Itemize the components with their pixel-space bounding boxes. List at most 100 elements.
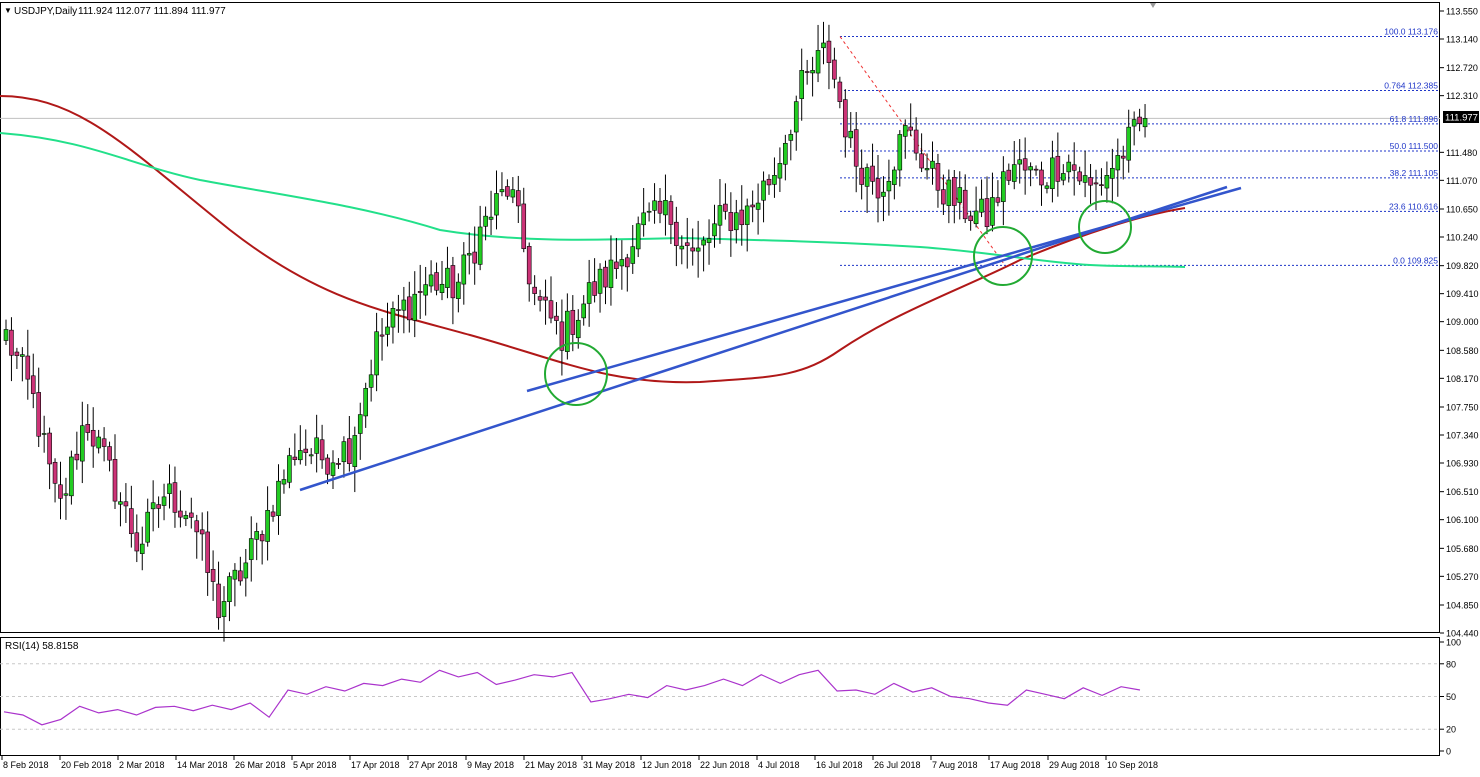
bull-candle xyxy=(799,70,805,99)
bear-candle xyxy=(450,265,456,299)
bull-candle xyxy=(167,483,172,494)
bear-candle xyxy=(995,197,1001,203)
price-tick-label: 109.820 xyxy=(1446,261,1479,271)
price-tick-label: 106.100 xyxy=(1446,515,1479,525)
rsi-series: 100 80 50 20 0 xyxy=(0,638,1461,757)
bear-candle xyxy=(101,438,107,447)
bear-candle xyxy=(592,281,597,296)
rsi-tick-label: 0 xyxy=(1446,747,1451,757)
bear-candle xyxy=(690,247,696,252)
bull-candle xyxy=(990,197,995,226)
bull-candle xyxy=(445,267,450,288)
bear-candle xyxy=(199,529,205,535)
price-badge-bg xyxy=(1443,111,1479,123)
time-axis: 8 Feb 2018 20 Feb 2018 2 Mar 2018 14 Mar 20… xyxy=(1,756,1158,770)
bear-candle xyxy=(537,296,543,301)
rsi-tick-label: 80 xyxy=(1446,659,1456,669)
bear-candle xyxy=(85,424,91,433)
bear-candle xyxy=(1071,164,1077,171)
bear-candle xyxy=(548,300,554,319)
time-tick-label: 22 Jun 2018 xyxy=(700,760,750,770)
bull-candle xyxy=(755,202,761,210)
price-tick-label: 111.480 xyxy=(1446,148,1477,158)
bull-candle xyxy=(717,205,723,226)
bull-candle xyxy=(428,274,434,287)
time-tick-label: 12 Jun 2018 xyxy=(642,760,692,770)
bull-candle xyxy=(848,130,854,139)
bear-candle xyxy=(941,189,946,205)
bull-candle xyxy=(265,509,270,542)
bull-candle xyxy=(788,134,794,141)
moving-average-red xyxy=(0,95,1186,384)
bull-candle xyxy=(227,576,232,602)
bear-candle xyxy=(270,511,276,517)
bear-candle xyxy=(908,126,914,131)
rsi-tick-label: 20 xyxy=(1446,725,1456,735)
trendlines xyxy=(299,185,1242,492)
bear-candle xyxy=(505,186,510,197)
price-tick-label: 113.550 xyxy=(1446,7,1478,17)
price-tick-label: 104.440 xyxy=(1446,629,1479,639)
bear-candle xyxy=(962,189,968,220)
scroll-marker-icon[interactable] xyxy=(1150,3,1156,8)
bear-candle xyxy=(919,153,924,169)
bull-candle xyxy=(254,531,259,540)
rsi-tick-label: 100 xyxy=(1446,638,1461,648)
bull-candle xyxy=(1104,175,1110,189)
time-tick-label: 27 Apr 2018 xyxy=(409,760,458,770)
bull-candle xyxy=(385,326,390,335)
bear-candle xyxy=(1120,155,1126,159)
bear-candle xyxy=(739,209,745,226)
time-tick-label: 10 Sep 2018 xyxy=(1107,760,1158,770)
bull-candle xyxy=(1017,159,1023,165)
time-tick-label: 9 May 2018 xyxy=(467,760,514,770)
price-tick-label: 107.340 xyxy=(1446,430,1479,440)
bull-candle xyxy=(597,268,603,294)
price-tick-label: 105.680 xyxy=(1446,544,1479,554)
bull-candle xyxy=(761,180,766,201)
time-tick-label: 8 Feb 2018 xyxy=(3,760,49,770)
bull-candle xyxy=(608,259,614,288)
collapse-arrow-icon[interactable]: ▼ xyxy=(4,6,12,15)
bull-candle xyxy=(499,189,505,193)
bull-candle xyxy=(586,282,592,304)
support-circle xyxy=(973,226,1033,286)
bull-candle xyxy=(281,479,287,485)
bear-candle xyxy=(172,482,178,513)
bull-candle xyxy=(1044,185,1050,189)
bear-candle xyxy=(9,329,14,356)
bear-candle xyxy=(570,309,576,335)
bull-candle xyxy=(488,216,494,220)
price-tick-label: 107.750 xyxy=(1446,403,1479,413)
main-chart-frame xyxy=(0,2,1440,633)
fibonacci-levels: 100.0 113.176 0.764 112.385 61.8 111.896 50… xyxy=(839,27,1440,266)
bull-candle xyxy=(815,50,821,74)
bear-candle xyxy=(189,512,194,518)
rsi-line xyxy=(3,669,1141,726)
time-tick-label: 17 Apr 2018 xyxy=(351,760,400,770)
bear-candle xyxy=(859,167,864,185)
bear-candle xyxy=(379,334,385,337)
bear-candle xyxy=(728,212,734,231)
bear-candle xyxy=(1137,116,1142,124)
bull-candle xyxy=(706,238,712,243)
bull-candle xyxy=(1131,119,1137,127)
bull-candle xyxy=(69,456,74,497)
bear-candle xyxy=(210,568,216,582)
bull-candle xyxy=(232,569,238,580)
bear-candle xyxy=(112,459,118,502)
bull-candle xyxy=(1050,157,1055,189)
bear-candle xyxy=(36,392,42,437)
time-tick-label: 7 Aug 2018 xyxy=(932,760,978,770)
bear-candle xyxy=(30,375,36,394)
bear-candle xyxy=(614,261,619,269)
bull-candle xyxy=(946,179,952,206)
bull-candle xyxy=(1126,126,1131,161)
bear-candle xyxy=(156,504,161,509)
time-tick-label: 26 Mar 2018 xyxy=(235,760,286,770)
bear-candle xyxy=(1055,155,1061,182)
bull-candle xyxy=(663,200,668,216)
time-tick-label: 31 May 2018 xyxy=(583,760,635,770)
bull-candle xyxy=(118,501,123,505)
